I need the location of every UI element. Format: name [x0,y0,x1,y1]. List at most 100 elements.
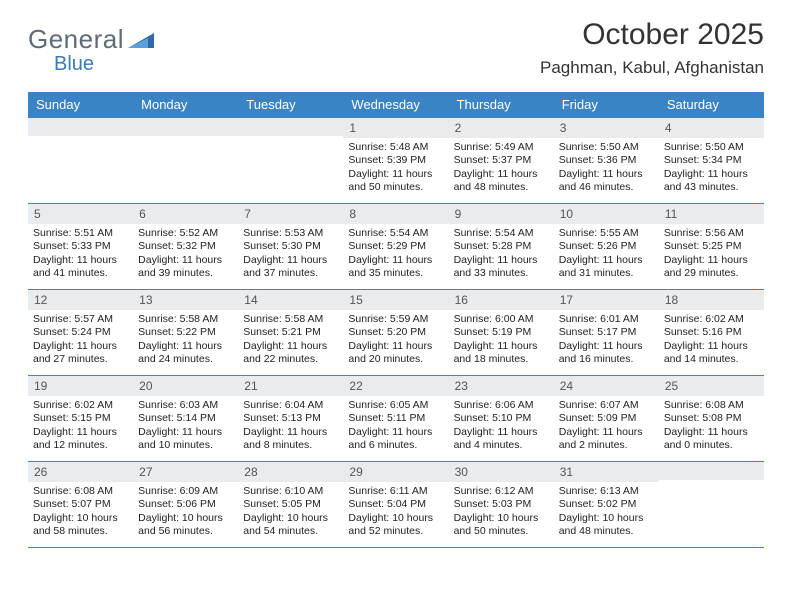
calendar-cell: 15Sunrise: 5:59 AMSunset: 5:20 PMDayligh… [343,290,448,376]
day-number: 10 [554,204,659,224]
day-details: Sunrise: 6:02 AMSunset: 5:15 PMDaylight:… [28,396,133,457]
day-number: 27 [133,462,238,482]
day-details: Sunrise: 6:13 AMSunset: 5:02 PMDaylight:… [554,482,659,543]
calendar-cell: 7Sunrise: 5:53 AMSunset: 5:30 PMDaylight… [238,204,343,290]
day-number: 8 [343,204,448,224]
day-number: 1 [343,118,448,138]
calendar-cell: 29Sunrise: 6:11 AMSunset: 5:04 PMDayligh… [343,462,448,548]
calendar-cell: 2Sunrise: 5:49 AMSunset: 5:37 PMDaylight… [449,118,554,204]
calendar-cell: 18Sunrise: 6:02 AMSunset: 5:16 PMDayligh… [659,290,764,376]
logo: General [28,24,154,55]
day-details: Sunrise: 5:51 AMSunset: 5:33 PMDaylight:… [28,224,133,285]
day-number: 28 [238,462,343,482]
day-details: Sunrise: 6:05 AMSunset: 5:11 PMDaylight:… [343,396,448,457]
weekday-header: Sunday [28,92,133,118]
day-number: 5 [28,204,133,224]
calendar-cell [238,118,343,204]
day-number: 18 [659,290,764,310]
day-details: Sunrise: 5:56 AMSunset: 5:25 PMDaylight:… [659,224,764,285]
day-number: 17 [554,290,659,310]
header: General Blue October 2025 Paghman, Kabul… [28,18,764,78]
day-details: Sunrise: 6:07 AMSunset: 5:09 PMDaylight:… [554,396,659,457]
day-details: Sunrise: 6:11 AMSunset: 5:04 PMDaylight:… [343,482,448,543]
calendar-week: 5Sunrise: 5:51 AMSunset: 5:33 PMDaylight… [28,204,764,290]
calendar-cell: 28Sunrise: 6:10 AMSunset: 5:05 PMDayligh… [238,462,343,548]
day-details: Sunrise: 6:01 AMSunset: 5:17 PMDaylight:… [554,310,659,371]
calendar-table: SundayMondayTuesdayWednesdayThursdayFrid… [28,92,764,548]
day-number: 12 [28,290,133,310]
day-number: 7 [238,204,343,224]
calendar-cell: 6Sunrise: 5:52 AMSunset: 5:32 PMDaylight… [133,204,238,290]
day-number: 29 [343,462,448,482]
calendar-week: 19Sunrise: 6:02 AMSunset: 5:15 PMDayligh… [28,376,764,462]
calendar-cell: 13Sunrise: 5:58 AMSunset: 5:22 PMDayligh… [133,290,238,376]
day-details: Sunrise: 6:09 AMSunset: 5:06 PMDaylight:… [133,482,238,543]
calendar-week: 1Sunrise: 5:48 AMSunset: 5:39 PMDaylight… [28,118,764,204]
day-number: 23 [449,376,554,396]
day-details: Sunrise: 5:49 AMSunset: 5:37 PMDaylight:… [449,138,554,199]
calendar-cell: 12Sunrise: 5:57 AMSunset: 5:24 PMDayligh… [28,290,133,376]
day-details: Sunrise: 5:54 AMSunset: 5:29 PMDaylight:… [343,224,448,285]
calendar-week: 26Sunrise: 6:08 AMSunset: 5:07 PMDayligh… [28,462,764,548]
day-number: 3 [554,118,659,138]
flag-icon [128,30,154,50]
day-number: 30 [449,462,554,482]
day-details: Sunrise: 5:59 AMSunset: 5:20 PMDaylight:… [343,310,448,371]
weekday-header: Friday [554,92,659,118]
calendar-cell: 16Sunrise: 6:00 AMSunset: 5:19 PMDayligh… [449,290,554,376]
calendar-cell: 19Sunrise: 6:02 AMSunset: 5:15 PMDayligh… [28,376,133,462]
day-details: Sunrise: 5:55 AMSunset: 5:26 PMDaylight:… [554,224,659,285]
day-number: 9 [449,204,554,224]
calendar-cell: 3Sunrise: 5:50 AMSunset: 5:36 PMDaylight… [554,118,659,204]
day-details: Sunrise: 6:12 AMSunset: 5:03 PMDaylight:… [449,482,554,543]
day-number: 6 [133,204,238,224]
day-details: Sunrise: 5:58 AMSunset: 5:22 PMDaylight:… [133,310,238,371]
weekday-header: Monday [133,92,238,118]
day-number: 21 [238,376,343,396]
calendar-cell: 21Sunrise: 6:04 AMSunset: 5:13 PMDayligh… [238,376,343,462]
day-details: Sunrise: 5:58 AMSunset: 5:21 PMDaylight:… [238,310,343,371]
calendar-body: 1Sunrise: 5:48 AMSunset: 5:39 PMDaylight… [28,118,764,548]
calendar-cell: 20Sunrise: 6:03 AMSunset: 5:14 PMDayligh… [133,376,238,462]
calendar-cell: 27Sunrise: 6:09 AMSunset: 5:06 PMDayligh… [133,462,238,548]
day-details: Sunrise: 6:04 AMSunset: 5:13 PMDaylight:… [238,396,343,457]
calendar-cell: 26Sunrise: 6:08 AMSunset: 5:07 PMDayligh… [28,462,133,548]
day-number: 4 [659,118,764,138]
day-details: Sunrise: 6:06 AMSunset: 5:10 PMDaylight:… [449,396,554,457]
day-number [28,118,133,136]
day-details: Sunrise: 5:50 AMSunset: 5:34 PMDaylight:… [659,138,764,199]
location: Paghman, Kabul, Afghanistan [540,58,764,78]
day-details: Sunrise: 6:03 AMSunset: 5:14 PMDaylight:… [133,396,238,457]
day-details: Sunrise: 5:57 AMSunset: 5:24 PMDaylight:… [28,310,133,371]
calendar-cell: 11Sunrise: 5:56 AMSunset: 5:25 PMDayligh… [659,204,764,290]
day-details: Sunrise: 5:48 AMSunset: 5:39 PMDaylight:… [343,138,448,199]
calendar-cell [28,118,133,204]
day-number [133,118,238,136]
day-number: 24 [554,376,659,396]
day-details: Sunrise: 6:08 AMSunset: 5:07 PMDaylight:… [28,482,133,543]
day-details: Sunrise: 5:53 AMSunset: 5:30 PMDaylight:… [238,224,343,285]
day-details: Sunrise: 6:10 AMSunset: 5:05 PMDaylight:… [238,482,343,543]
day-number [659,462,764,480]
calendar-cell: 22Sunrise: 6:05 AMSunset: 5:11 PMDayligh… [343,376,448,462]
day-number: 11 [659,204,764,224]
weekday-row: SundayMondayTuesdayWednesdayThursdayFrid… [28,92,764,118]
day-number [238,118,343,136]
day-details: Sunrise: 5:50 AMSunset: 5:36 PMDaylight:… [554,138,659,199]
day-number: 16 [449,290,554,310]
weekday-header: Saturday [659,92,764,118]
day-number: 13 [133,290,238,310]
day-number: 22 [343,376,448,396]
calendar-cell: 9Sunrise: 5:54 AMSunset: 5:28 PMDaylight… [449,204,554,290]
day-number: 20 [133,376,238,396]
day-number: 26 [28,462,133,482]
calendar-cell: 4Sunrise: 5:50 AMSunset: 5:34 PMDaylight… [659,118,764,204]
calendar-cell: 8Sunrise: 5:54 AMSunset: 5:29 PMDaylight… [343,204,448,290]
calendar-week: 12Sunrise: 5:57 AMSunset: 5:24 PMDayligh… [28,290,764,376]
calendar-cell: 30Sunrise: 6:12 AMSunset: 5:03 PMDayligh… [449,462,554,548]
calendar-cell: 5Sunrise: 5:51 AMSunset: 5:33 PMDaylight… [28,204,133,290]
month-title: October 2025 [540,18,764,52]
day-details: Sunrise: 6:02 AMSunset: 5:16 PMDaylight:… [659,310,764,371]
day-number: 14 [238,290,343,310]
day-number: 15 [343,290,448,310]
